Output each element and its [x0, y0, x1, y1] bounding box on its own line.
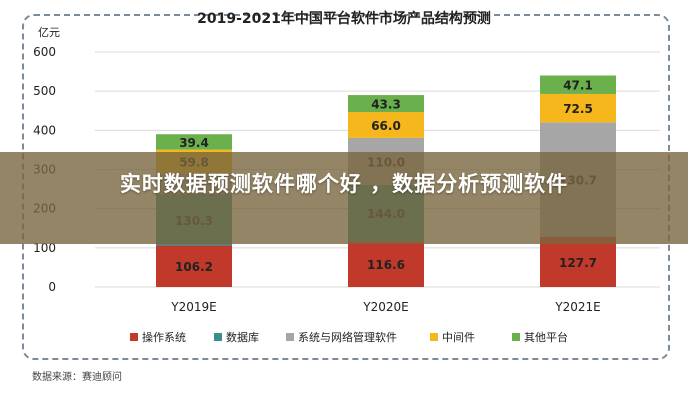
data-label: 43.3: [371, 98, 401, 112]
legend-label: 系统与网络管理软件: [298, 330, 397, 344]
data-label: 39.4: [179, 136, 209, 150]
data-label: 106.2: [175, 260, 213, 274]
bar-segment: [348, 241, 424, 287]
legend-label: 中间件: [442, 331, 475, 344]
bar-segment: [540, 236, 616, 287]
legend-swatch: [430, 333, 438, 341]
y-tick-label: 100: [33, 241, 56, 255]
bar-segment: [156, 245, 232, 287]
y-tick-label: 400: [33, 123, 56, 137]
data-label: 116.6: [367, 258, 405, 272]
chart-title: 2019-2021年中国平台软件市场产品结构预测: [197, 11, 491, 27]
source-note: 数据来源：赛迪顾问: [32, 372, 122, 383]
data-label: 66.0: [371, 119, 401, 133]
banner-text[interactable]: 实时数据预测软件哪个好 ，数据分析预测软件: [119, 172, 569, 196]
legend-swatch: [286, 333, 294, 341]
x-tick-label: Y2020E: [362, 300, 408, 314]
legend-label: 其他平台: [524, 330, 568, 344]
data-label: 72.5: [563, 102, 593, 116]
y-tick-label: 500: [33, 84, 56, 98]
title-banner: [0, 152, 688, 244]
data-label: 47.1: [563, 79, 593, 93]
y-tick-label: 0: [48, 280, 56, 294]
bar-segment: [540, 93, 616, 123]
x-tick-label: Y2019E: [170, 300, 216, 314]
bar-segment: [540, 75, 616, 94]
bar-segment: [348, 95, 424, 113]
legend-label: 数据库: [226, 330, 259, 344]
legend-swatch: [512, 333, 520, 341]
y-tick-label: 600: [33, 45, 56, 59]
y-axis-unit-label: 亿元: [38, 26, 60, 39]
data-label: 127.7: [559, 256, 597, 270]
legend-swatch: [130, 333, 138, 341]
bar-segment: [348, 112, 424, 138]
bar-segment: [156, 134, 232, 150]
legend-swatch: [214, 333, 222, 341]
legend-label: 操作系统: [142, 330, 186, 344]
x-tick-label: Y2021E: [554, 300, 600, 314]
